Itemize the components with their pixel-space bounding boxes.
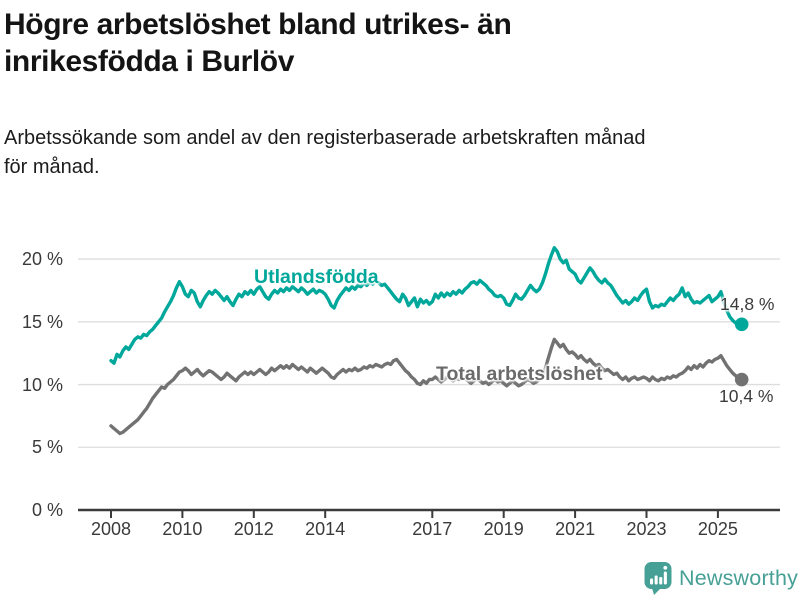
title-line-2: inrikesfödda i Burlöv [4, 45, 294, 78]
subtitle-line-1: Arbetssökande som andel av den registerb… [4, 127, 646, 149]
series-label-utlandsfodda: Utlandsfödda [254, 266, 379, 288]
x-axis-tick-label: 2008 [90, 519, 132, 539]
series-line-total-arbetsloshet [109, 337, 744, 436]
newsworthy-wordmark: Newsworthy [679, 565, 799, 590]
x-axis-tick-label: 2023 [626, 519, 667, 539]
y-axis-tick-label: 10 % [21, 374, 63, 395]
end-value-label-utlandsfodda: 14,8 % [720, 294, 775, 314]
y-axis-tick-label: 0 % [31, 500, 63, 520]
chart-subtitle: Arbetssökande som andel av den registerb… [4, 124, 774, 182]
page-title: Högre arbetslöshet bland utrikes- än inr… [4, 6, 784, 80]
series-end-dot-utlandsfodda [734, 317, 749, 332]
x-axis-tick-label: 2010 [162, 519, 203, 539]
x-axis-tick-label: 2017 [412, 519, 453, 539]
series-label-total-arbetsloshet: Total arbetslöshet [436, 363, 603, 385]
y-axis-tick-label: 5 % [31, 437, 63, 458]
series-line-utlandsfodda [109, 246, 744, 365]
x-axis-tick-label: 2012 [233, 519, 274, 539]
x-axis-tick-label: 2019 [483, 519, 524, 539]
newsworthy-logo: Newsworthy [644, 561, 798, 595]
y-axis-tick-label: 15 % [21, 311, 63, 332]
x-axis-tick-label: 2014 [305, 519, 346, 539]
newsworthy-bar-chart-bubble-icon [644, 562, 672, 595]
x-axis-tick-label: 2025 [697, 519, 738, 539]
end-value-label-total: 10,4 % [719, 386, 774, 406]
y-axis-tick-label: 20 % [21, 249, 63, 270]
subtitle-line-2: för månad. [4, 156, 100, 178]
x-axis-tick-label: 2021 [555, 519, 596, 539]
title-line-1: Högre arbetslöshet bland utrikes- än [4, 8, 512, 41]
series-end-dot-total-arbetsloshet [734, 372, 749, 387]
